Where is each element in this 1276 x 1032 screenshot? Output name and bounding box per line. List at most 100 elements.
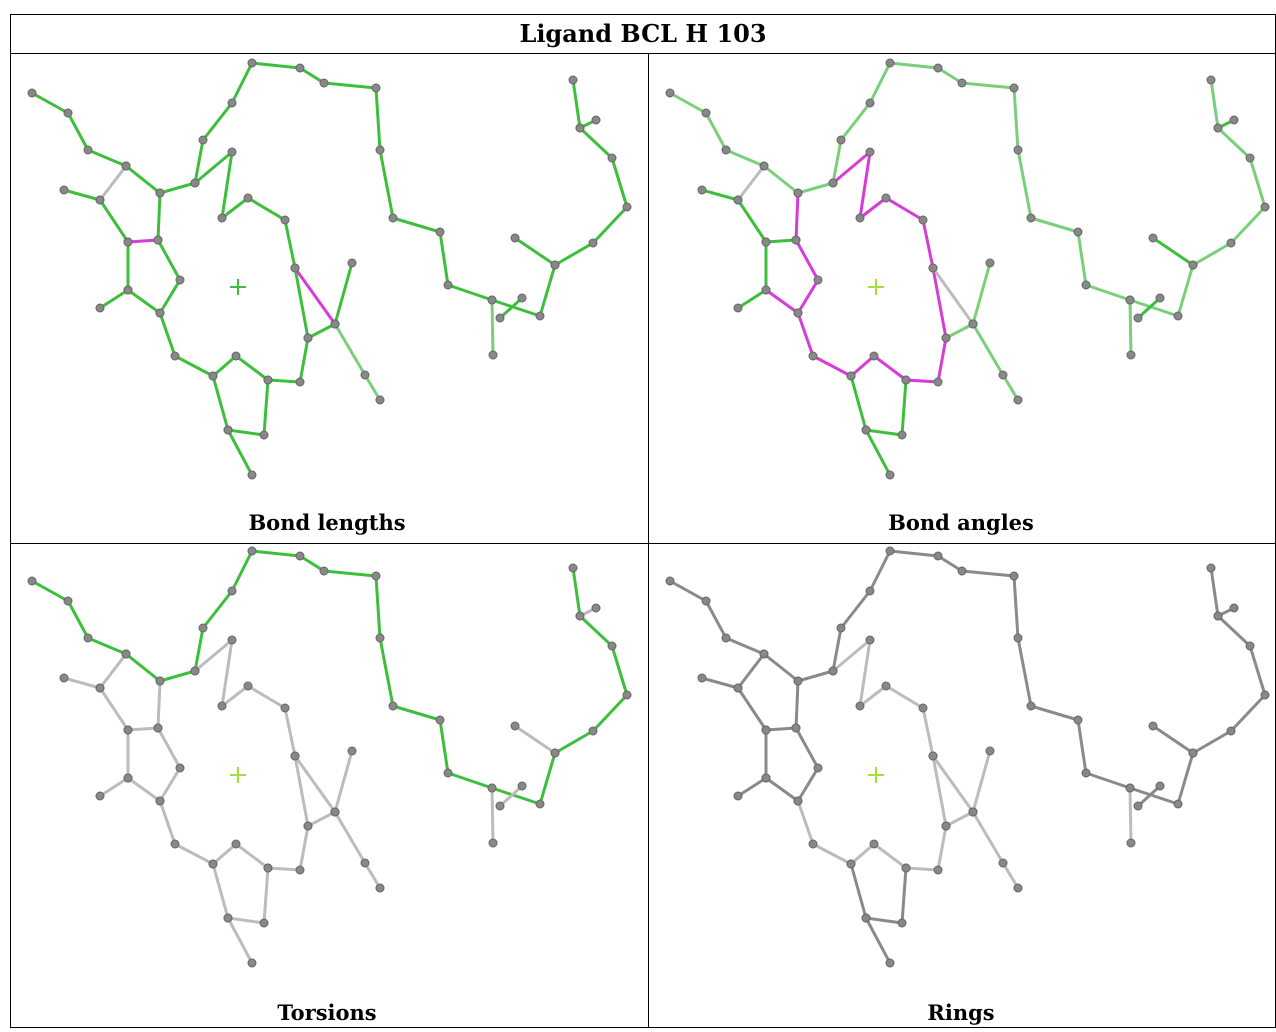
atom [855, 701, 865, 711]
atom [208, 859, 218, 869]
atom [1125, 783, 1135, 793]
atom [828, 178, 838, 188]
atom [227, 98, 237, 108]
atom [243, 681, 253, 691]
atom [1026, 701, 1036, 711]
atom [865, 586, 875, 596]
atom [588, 726, 598, 736]
atom [198, 135, 208, 145]
atom [933, 377, 943, 387]
atom [575, 611, 585, 621]
atom [121, 161, 131, 171]
atom [885, 546, 895, 556]
atom [375, 633, 385, 643]
atom [1009, 83, 1019, 93]
bond-chain [127, 238, 159, 244]
atom [153, 723, 163, 733]
atom [1026, 213, 1036, 223]
atom [95, 195, 105, 205]
atom [280, 703, 290, 713]
atom [208, 371, 218, 381]
atom [846, 371, 856, 381]
atom [330, 319, 340, 329]
atom [330, 807, 340, 817]
atom [227, 147, 237, 157]
atom [665, 88, 675, 98]
panel-caption: Bond lengths [248, 510, 405, 535]
atom [295, 551, 305, 561]
atom [223, 913, 233, 923]
atom [985, 746, 995, 756]
atom [865, 147, 875, 157]
atom [588, 238, 598, 248]
atom [928, 263, 938, 273]
atom [836, 623, 846, 633]
atom [95, 683, 105, 693]
atom [1188, 748, 1198, 758]
atom [443, 280, 453, 290]
atom [901, 863, 911, 873]
panel-caption: Bond angles [888, 510, 1034, 535]
atom [897, 918, 907, 928]
atom [861, 913, 871, 923]
bond-chain [765, 726, 797, 732]
atom [360, 370, 370, 380]
bond-chain [765, 192, 820, 315]
bond-chain [293, 267, 337, 325]
bond-chain [765, 680, 820, 803]
atom [901, 375, 911, 385]
atom [957, 78, 967, 88]
atom [1260, 202, 1270, 212]
atom [227, 586, 237, 596]
atom [231, 351, 241, 361]
atom [247, 58, 257, 68]
atom [217, 701, 227, 711]
atom [510, 721, 520, 731]
atom [1188, 260, 1198, 270]
bond-chain [333, 811, 382, 889]
atom [855, 213, 865, 223]
atom [295, 377, 305, 387]
bond-chain [736, 165, 766, 201]
bond-chain [971, 811, 1020, 889]
atom [591, 115, 601, 125]
atom [170, 839, 180, 849]
atom [510, 233, 520, 243]
atom [622, 202, 632, 212]
atom [1013, 633, 1023, 643]
atom [1013, 395, 1023, 405]
atom [697, 673, 707, 683]
atom [813, 275, 823, 285]
bond-chain [849, 375, 892, 476]
atom [1073, 227, 1083, 237]
atom [388, 701, 398, 711]
atom [295, 63, 305, 73]
atom [761, 285, 771, 295]
metal-center [230, 279, 246, 295]
atom [495, 801, 505, 811]
atom [941, 333, 951, 343]
atom [928, 751, 938, 761]
bond-chain [211, 375, 254, 476]
atom [95, 303, 105, 313]
atom [1125, 295, 1135, 305]
atom [733, 195, 743, 205]
bond-chain [98, 653, 128, 689]
atom [1081, 280, 1091, 290]
bond-chain [63, 676, 130, 798]
table-title: Ligand BCL H 103 [519, 19, 766, 48]
atom [83, 633, 93, 643]
atom [761, 237, 771, 247]
atom [347, 746, 357, 756]
atom [227, 635, 237, 645]
atom [319, 566, 329, 576]
atom [247, 958, 257, 968]
atom [175, 275, 185, 285]
bond-chain [514, 724, 556, 755]
atom [535, 311, 545, 321]
bond-chain [945, 750, 992, 828]
atom [607, 153, 617, 163]
atom [1260, 690, 1270, 700]
